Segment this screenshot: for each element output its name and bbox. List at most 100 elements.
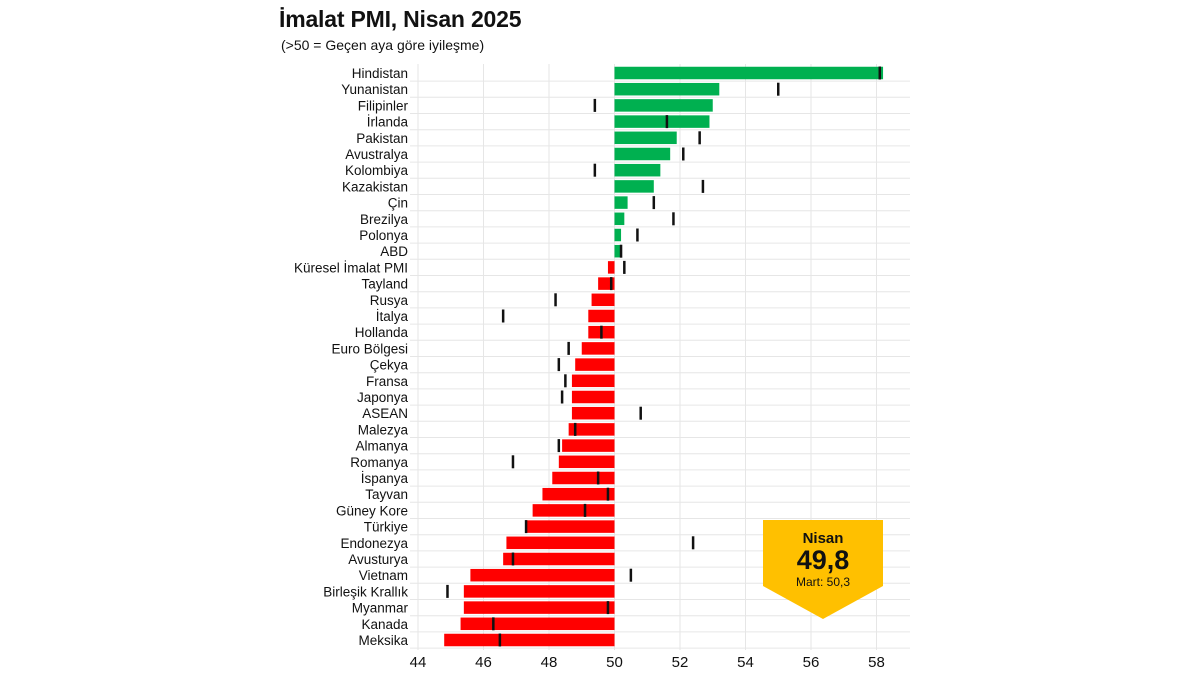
bar-33 [463,585,615,598]
previous-marker-22 [639,406,642,420]
previous-marker-33 [446,584,449,598]
callout-value: 49,8 [796,545,850,575]
bar-30 [506,536,615,550]
previous-marker-12 [619,244,623,258]
bar-31 [503,552,615,566]
previous-marker-8 [701,179,705,193]
tick-label-52: 52 [672,654,689,671]
tick-label-50: 50 [606,654,623,671]
category-label-36: Meksika [358,633,408,648]
category-label-1: Hindistan [352,66,408,81]
previous-marker-28 [583,503,587,517]
bar-36 [444,633,615,647]
previous-marker-31 [511,552,515,566]
tick-label-48: 48 [541,654,558,671]
bar-35 [460,617,615,631]
x-axis: 44 46 48 50 52 54 56 58 [410,654,885,671]
previous-marker-23 [573,422,577,436]
bar-22 [571,406,615,420]
bar-5 [614,131,677,145]
bar-23 [568,423,615,436]
previous-marker-7 [593,163,597,177]
category-label-26: İspanya [361,471,409,486]
tick-label-56: 56 [803,654,820,671]
category-label-21: Japonya [357,390,409,405]
bar-27 [542,487,615,501]
category-label-29: Türkiye [364,520,408,535]
category-label-2: Yunanistan [341,82,408,97]
previous-marker-32 [629,568,633,582]
bar-19 [575,358,615,371]
previous-marker-26 [596,471,600,485]
latest-value-callout: Nisan 49,8 Mart: 50,3 [763,520,883,620]
previous-marker-11 [636,228,639,242]
previous-marker-16 [501,309,505,323]
chart-title: İmalat PMI, Nisan 2025 [279,6,522,32]
category-label-31: Avusturya [348,552,408,567]
bars [444,66,884,647]
bar-7 [614,163,661,177]
previous-marker-21 [560,390,564,404]
previous-marker-35 [492,617,495,631]
category-label-30: Endonezya [340,536,408,551]
category-label-5: Pakistan [356,131,408,146]
bar-6 [614,147,671,161]
previous-marker-34 [606,601,610,615]
bar-13 [607,261,615,274]
previous-marker-10 [672,212,675,226]
category-label-9: Çin [388,196,408,211]
bar-26 [552,471,615,485]
category-label-33: Birleşik Krallık [323,584,408,599]
category-label-13: Küresel İmalat PMI [294,260,408,275]
previous-marker-13 [623,260,626,274]
gridlines [410,64,910,650]
bar-32 [470,568,615,582]
bar-1 [614,66,884,80]
category-label-27: Tayvan [365,487,408,502]
category-label-19: Çekya [370,358,409,373]
bar-18 [581,342,615,355]
bar-25 [558,455,615,469]
tick-label-58: 58 [868,654,885,671]
category-label-8: Kazakistan [342,179,408,194]
category-label-24: Almanya [355,439,408,454]
bar-34 [463,601,615,614]
category-label-18: Euro Bölgesi [331,341,408,356]
category-label-11: Polonya [359,228,408,243]
bar-21 [571,390,615,404]
bar-4 [614,115,710,128]
bar-29 [526,520,615,533]
tick-label-54: 54 [737,654,754,671]
category-label-6: Avustralya [345,147,408,162]
previous-marker-18 [567,341,570,355]
previous-marker-5 [698,131,701,145]
previous-marker-29 [524,520,528,534]
bar-11 [614,228,622,242]
previous-marker-30 [691,536,695,550]
callout-month: Nisan [802,530,844,547]
bar-24 [562,439,615,452]
previous-marker-36 [498,633,502,647]
callout-previous: Mart: 50,3 [795,575,851,589]
category-label-35: Kanada [361,617,408,632]
previous-marker-27 [606,487,610,501]
category-label-7: Kolombiya [345,163,409,178]
previous-month-markers [446,66,882,647]
category-label-3: Filipinler [358,98,409,113]
category-label-12: ABD [380,244,408,259]
previous-marker-3 [593,98,597,112]
previous-marker-25 [511,455,515,469]
category-label-10: Brezilya [360,212,409,227]
previous-marker-4 [665,115,669,129]
category-label-14: Tayland [361,277,408,292]
category-label-23: Malezya [358,422,409,437]
category-label-34: Myanmar [352,601,409,616]
previous-marker-24 [557,439,561,453]
previous-marker-9 [652,196,656,210]
bar-12 [614,244,622,258]
category-label-25: Romanya [350,455,408,470]
category-label-16: İtalya [376,309,409,324]
callout-arrow-shape [763,520,883,619]
